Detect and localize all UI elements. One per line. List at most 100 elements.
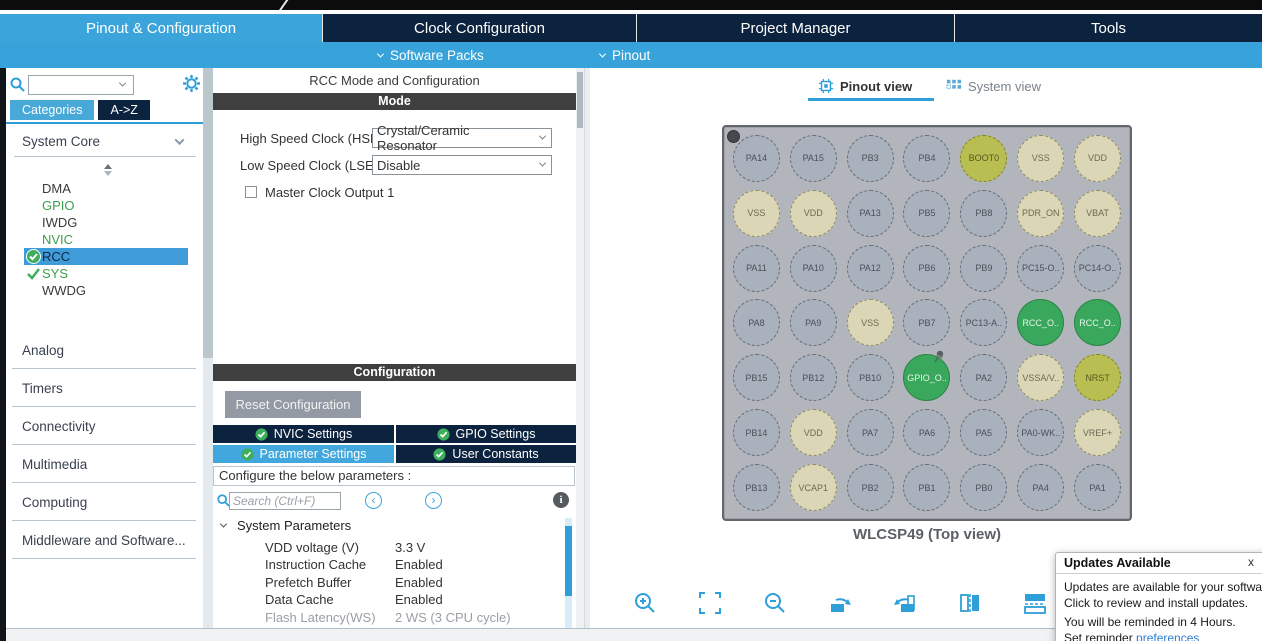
pin-pb8[interactable]: PB8 (960, 189, 1008, 237)
pin-pb0[interactable]: PB0 (960, 464, 1008, 512)
pin-vdd[interactable]: VDD (789, 189, 837, 237)
pin-pc14[interactable]: PC14-O.. (1074, 244, 1122, 292)
pin-pa9[interactable]: PA9 (789, 299, 837, 347)
pin-pa1[interactable]: PA1 (1074, 464, 1122, 512)
parameters-scrollbar[interactable] (565, 518, 572, 628)
pin-vss[interactable]: VSS (846, 299, 894, 347)
pin-pb7[interactable]: PB7 (903, 299, 951, 347)
sidebar-item-rcc[interactable]: RCC (24, 248, 188, 265)
scrollbar-thumb[interactable] (203, 68, 213, 358)
tab-nvic-settings[interactable]: NVIC Settings (213, 425, 394, 443)
pin-pb12[interactable]: PB12 (789, 354, 837, 402)
pin-pb6[interactable]: PB6 (903, 244, 951, 292)
pin-nrst[interactable]: NRST (1074, 354, 1122, 402)
pin-pa12[interactable]: PA12 (846, 244, 894, 292)
pin-vdd[interactable]: VDD (1074, 134, 1122, 182)
sidebar-item-dma[interactable]: DMA (42, 181, 71, 196)
pin-rcc-osc-out[interactable]: RCC_O.. (1074, 299, 1122, 347)
pin-pa14[interactable]: PA14 (732, 134, 780, 182)
pin-vref-plus[interactable]: VREF+ (1074, 409, 1122, 457)
pin-vbat[interactable]: VBAT (1074, 189, 1122, 237)
sort-toggle-icon[interactable] (104, 164, 113, 176)
gear-icon[interactable] (182, 74, 201, 93)
param-row[interactable]: Prefetch Buffer Enabled (265, 575, 443, 590)
category-analog[interactable]: Analog (6, 192, 1262, 641)
pin-vssa[interactable]: VSSA/V.. (1017, 354, 1065, 402)
software-packs-menu[interactable]: Software Packs (376, 42, 484, 68)
pin-pa2[interactable]: PA2 (960, 354, 1008, 402)
category-multimedia[interactable]: Multimedia (6, 306, 1262, 641)
previous-match-icon[interactable]: ‹ (365, 492, 382, 509)
pin-pc13[interactable]: PC13-A.. (960, 299, 1008, 347)
pin-pb4[interactable]: PB4 (903, 134, 951, 182)
tree-root-label[interactable]: System Parameters (237, 518, 352, 533)
tab-pinout-view[interactable]: Pinout view (818, 76, 912, 96)
tab-pinout-configuration[interactable]: Pinout & Configuration (0, 14, 322, 42)
tab-user-constants[interactable]: User Constants (396, 445, 576, 463)
tab-categories[interactable]: Categories (10, 100, 95, 120)
pin-pb15[interactable]: PB15 (732, 354, 780, 402)
split-view-icon[interactable] (957, 590, 983, 616)
category-timers[interactable]: Timers (6, 230, 1262, 641)
zoom-out-icon[interactable] (762, 590, 788, 616)
pin-pa10[interactable]: PA10 (789, 244, 837, 292)
tab-a-to-z[interactable]: A->Z (98, 100, 150, 120)
pin-vss[interactable]: VSS (732, 189, 780, 237)
best-fit-icon[interactable] (697, 590, 723, 616)
pin-pa15[interactable]: PA15 (789, 134, 837, 182)
pinout-menu[interactable]: Pinout (598, 42, 650, 68)
tab-system-view[interactable]: System view (946, 76, 1041, 96)
pin-pa0-wkup[interactable]: PA0-WK.. (1017, 409, 1065, 457)
rotate-clockwise-icon[interactable] (827, 590, 853, 616)
sidebar-item-iwdg[interactable]: IWDG (42, 215, 78, 230)
param-row[interactable]: VDD voltage (V) 3.3 V (265, 540, 426, 555)
sidebar-item-gpio[interactable]: GPIO (42, 198, 75, 213)
rotate-counterclockwise-icon[interactable] (892, 590, 918, 616)
lse-select[interactable]: Disable (372, 155, 552, 175)
pin-vss[interactable]: VSS (1017, 134, 1065, 182)
pin-pa6[interactable]: PA6 (903, 409, 951, 457)
pin-pb13[interactable]: PB13 (732, 464, 780, 512)
pin-pc15[interactable]: PC15-O.. (1017, 244, 1065, 292)
pin-rcc-osc-in[interactable]: RCC_O.. (1017, 299, 1065, 347)
category-connectivity[interactable]: Connectivity (6, 268, 1262, 641)
zoom-in-icon[interactable] (632, 590, 658, 616)
preferences-link[interactable]: preferences (1136, 631, 1200, 641)
sidebar-search-input[interactable] (28, 75, 134, 95)
category-middleware[interactable]: Middleware and Software... (6, 382, 1262, 641)
scrollbar-thumb[interactable] (565, 526, 572, 596)
tab-tools[interactable]: Tools (954, 14, 1262, 42)
middle-panel-scrollbar[interactable] (576, 68, 584, 628)
param-row[interactable]: Data Cache Enabled (265, 592, 443, 607)
sidebar-item-sys[interactable]: SYS (24, 265, 188, 282)
pin-pdr-on[interactable]: PDR_ON (1017, 189, 1065, 237)
pin-pb14[interactable]: PB14 (732, 409, 780, 457)
pin-pb1[interactable]: PB1 (903, 464, 951, 512)
tab-gpio-settings[interactable]: GPIO Settings (396, 425, 576, 443)
pin-gpio-output[interactable]: GPIO_O.. (903, 351, 951, 402)
parameter-search-input[interactable] (229, 492, 341, 510)
sidebar-item-wwdg[interactable]: WWDG (42, 283, 87, 298)
reset-configuration-button[interactable]: Reset Configuration (225, 391, 361, 418)
pin-vcap1[interactable]: VCAP1 (789, 464, 837, 512)
sidebar-scrollbar[interactable] (203, 68, 213, 628)
hse-select[interactable]: Crystal/Ceramic Resonator (372, 123, 552, 153)
pin-pa7[interactable]: PA7 (846, 409, 894, 457)
tab-parameter-settings[interactable]: Parameter Settings (213, 445, 394, 463)
scrollbar-thumb[interactable] (577, 72, 583, 128)
mco1-checkbox[interactable] (245, 186, 257, 198)
pin-pa4[interactable]: PA4 (1017, 464, 1065, 512)
section-system-core[interactable]: System Core (6, 132, 203, 154)
param-row[interactable]: Instruction Cache Enabled (265, 557, 443, 572)
panel-divider[interactable] (584, 68, 590, 628)
category-computing[interactable]: Computing (6, 344, 1262, 641)
pin-pb2[interactable]: PB2 (846, 464, 894, 512)
pin-pb10[interactable]: PB10 (846, 354, 894, 402)
tab-project-manager[interactable]: Project Manager (636, 14, 954, 42)
next-match-icon[interactable]: › (425, 492, 442, 509)
pin-pb9[interactable]: PB9 (960, 244, 1008, 292)
pin-pa5[interactable]: PA5 (960, 409, 1008, 457)
tree-expander-icon[interactable] (219, 520, 228, 528)
pin-pb5[interactable]: PB5 (903, 189, 951, 237)
pin-vdd[interactable]: VDD (789, 409, 837, 457)
